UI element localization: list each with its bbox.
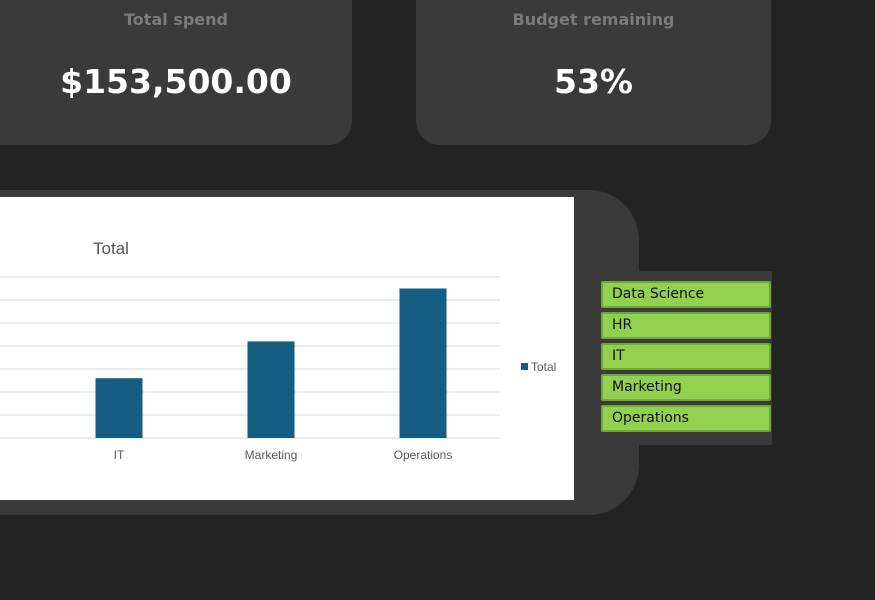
x-tick-label: Marketing xyxy=(245,448,298,462)
budget-remaining-value: 53% xyxy=(554,62,633,101)
slicer-item-marketing[interactable]: Marketing xyxy=(601,374,771,401)
chart-x-labels: IT Marketing Operations xyxy=(114,448,453,462)
chart-legend: Total xyxy=(521,360,556,374)
bar-chart[interactable]: Total IT Marketing Operations Total xyxy=(0,197,574,500)
bar-it[interactable] xyxy=(95,378,143,438)
slicer-item-it[interactable]: IT xyxy=(601,343,771,370)
slicer-item-operations[interactable]: Operations xyxy=(601,405,771,432)
department-slicer: Data Science HR IT Marketing Operations xyxy=(591,271,772,445)
slicer-item-hr[interactable]: HR xyxy=(601,312,771,339)
x-tick-label: Operations xyxy=(394,448,453,462)
budget-remaining-card: Budget remaining 53% xyxy=(416,0,771,145)
x-tick-label: IT xyxy=(114,448,125,462)
bar-marketing[interactable] xyxy=(247,341,295,438)
bar-operations[interactable] xyxy=(399,288,447,439)
bar-chart-svg: Total IT Marketing Operations Total xyxy=(0,239,556,462)
total-spend-card: Total spend $153,500.00 xyxy=(0,0,352,145)
chart-bars xyxy=(95,288,447,439)
legend-label: Total xyxy=(531,360,556,374)
slicer-item-data-science[interactable]: Data Science xyxy=(601,281,771,308)
total-spend-title: Total spend xyxy=(124,10,228,29)
total-spend-value: $153,500.00 xyxy=(60,62,292,101)
legend-swatch xyxy=(521,363,528,370)
budget-remaining-title: Budget remaining xyxy=(512,10,675,29)
chart-title: Total xyxy=(93,239,129,258)
